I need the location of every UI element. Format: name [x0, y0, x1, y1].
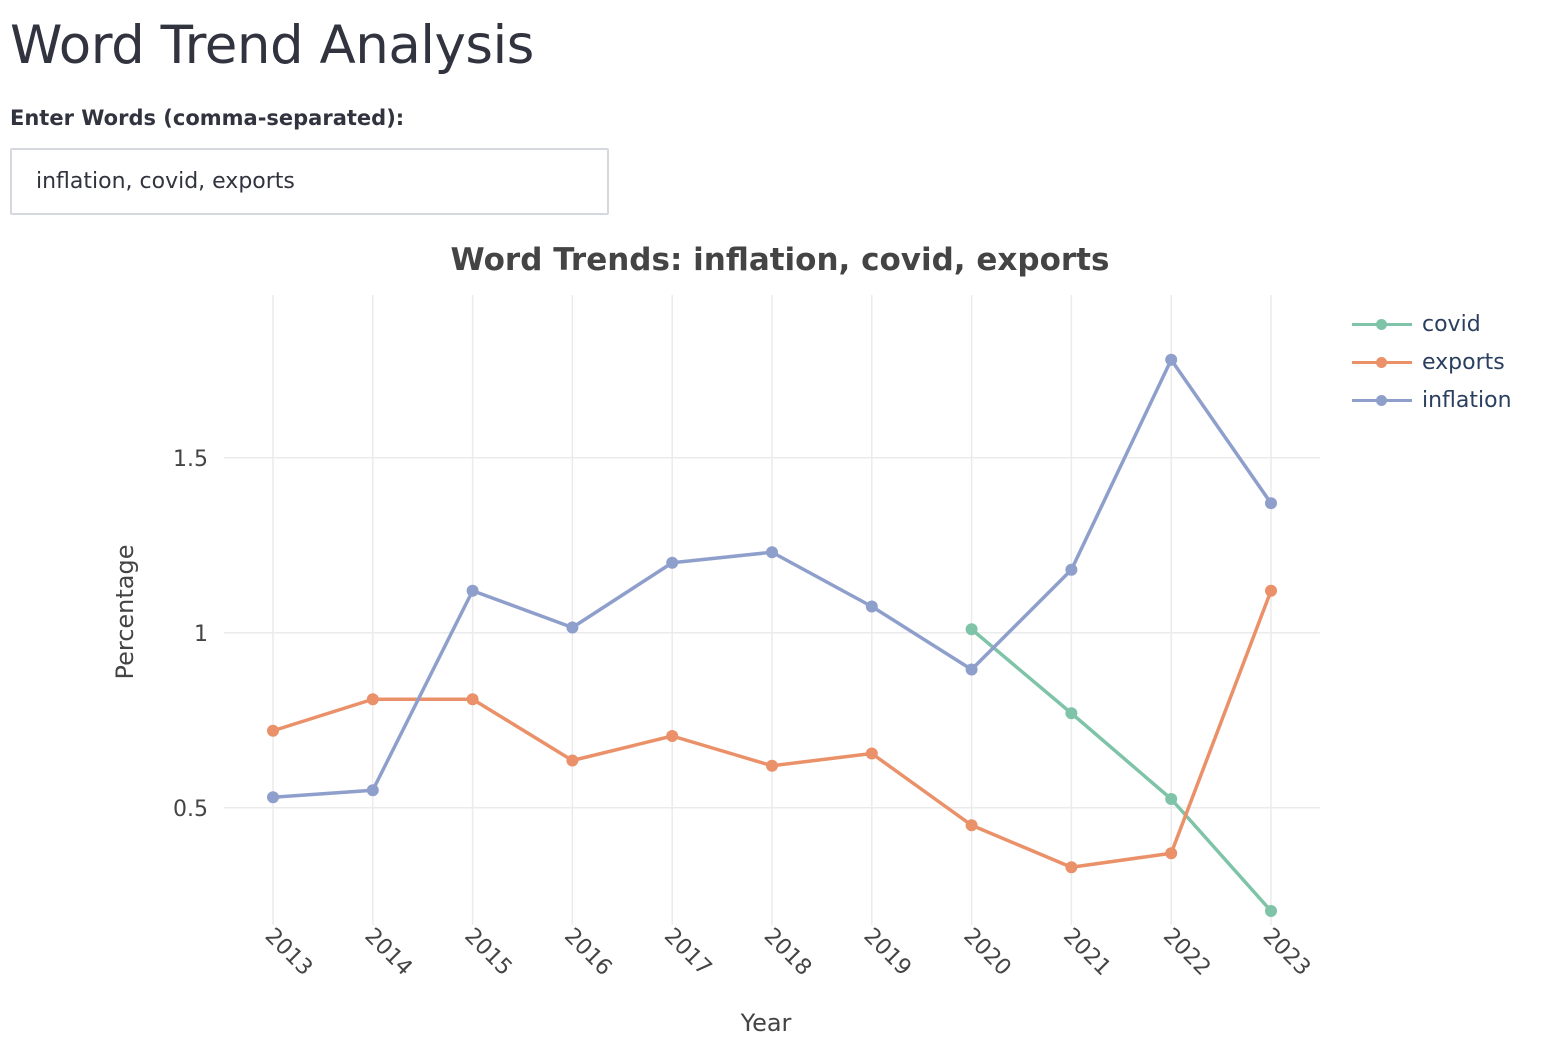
data-point-exports-2017 [666, 730, 679, 742]
data-point-exports-2018 [766, 759, 778, 772]
data-point-inflation-2019 [865, 600, 878, 613]
x-tick-label-2016: 2016 [559, 924, 616, 981]
data-point-covid-2022 [1165, 793, 1178, 805]
legend-marker-inflation [1376, 395, 1387, 406]
x-tick-label-2020: 2020 [958, 924, 1015, 981]
legend-label-exports: exports [1422, 349, 1505, 375]
data-point-inflation-2018 [766, 546, 778, 559]
legend-item-exports[interactable]: exports [1350, 343, 1512, 381]
x-tick-label-2023: 2023 [1258, 924, 1315, 981]
data-point-covid-2023 [1265, 905, 1277, 917]
data-point-exports-2023 [1265, 584, 1277, 597]
data-point-inflation-2022 [1165, 353, 1178, 366]
axis-layer: 2013 2014 2015 2016 2017 2018 2019 2020 2021 2022… [173, 447, 1315, 981]
grid-layer [224, 295, 1320, 925]
series-inflation [267, 353, 1277, 804]
legend-item-inflation[interactable]: inflation [1350, 381, 1512, 419]
data-point-covid-2021 [1065, 707, 1078, 720]
chart-legend: covid exports inflation [1350, 305, 1512, 419]
data-point-exports-2020 [965, 819, 978, 832]
legend-label-covid: covid [1422, 311, 1481, 337]
page-title: Word Trend Analysis [10, 15, 534, 76]
legend-swatch-exports [1350, 343, 1412, 381]
y-tick-label-1: 1 [194, 622, 208, 647]
x-tick-label-2013: 2013 [260, 924, 317, 981]
data-point-inflation-2013 [267, 791, 279, 804]
data-point-exports-2019 [865, 747, 878, 760]
y-tick-label-1.5: 1.5 [173, 447, 208, 472]
data-point-inflation-2017 [666, 556, 679, 569]
data-point-inflation-2015 [466, 584, 479, 597]
legend-marker-exports [1376, 357, 1387, 368]
data-point-inflation-2023 [1265, 497, 1277, 510]
data-point-inflation-2014 [366, 784, 379, 797]
legend-label-inflation: inflation [1422, 387, 1512, 413]
data-point-inflation-2016 [566, 621, 579, 634]
data-point-exports-2016 [566, 754, 579, 767]
y-axis-title: Percentage [111, 544, 139, 679]
x-tick-label-2014: 2014 [360, 924, 417, 981]
word-trend-chart: 2013 2014 2015 2016 2017 2018 2019 2020 2021 2022… [0, 225, 1542, 1042]
data-point-exports-2015 [466, 693, 479, 706]
data-point-covid-2020 [965, 623, 978, 636]
x-tick-label-2015: 2015 [459, 924, 516, 981]
data-point-exports-2014 [366, 693, 379, 706]
x-axis-title: Year [740, 1009, 792, 1037]
data-point-inflation-2021 [1065, 563, 1078, 576]
chart-title: Word Trends: inflation, covid, exports [451, 242, 1110, 278]
series-covid [965, 623, 1277, 917]
x-tick-label-2022: 2022 [1158, 924, 1215, 981]
series-layer [267, 353, 1277, 917]
data-point-exports-2022 [1165, 847, 1178, 860]
legend-item-covid[interactable]: covid [1350, 305, 1512, 343]
y-tick-label-0.5: 0.5 [173, 797, 208, 822]
legend-swatch-covid [1350, 305, 1412, 343]
series-line-covid [969, 627, 1273, 913]
chart-svg: 2013 2014 2015 2016 2017 2018 2019 2020 2021 2022… [111, 242, 1320, 1037]
data-point-exports-2021 [1065, 861, 1078, 874]
x-tick-label-2019: 2019 [859, 924, 916, 981]
x-tick-label-2017: 2017 [659, 924, 716, 981]
data-point-exports-2013 [267, 724, 279, 737]
data-point-inflation-2020 [965, 663, 978, 676]
x-tick-label-2018: 2018 [759, 924, 816, 981]
series-exports [267, 584, 1277, 874]
words-input[interactable] [10, 148, 609, 215]
x-tick-label-2021: 2021 [1058, 924, 1115, 981]
legend-swatch-inflation [1350, 381, 1412, 419]
legend-marker-covid [1376, 319, 1387, 330]
words-input-label: Enter Words (comma-separated): [10, 106, 405, 130]
